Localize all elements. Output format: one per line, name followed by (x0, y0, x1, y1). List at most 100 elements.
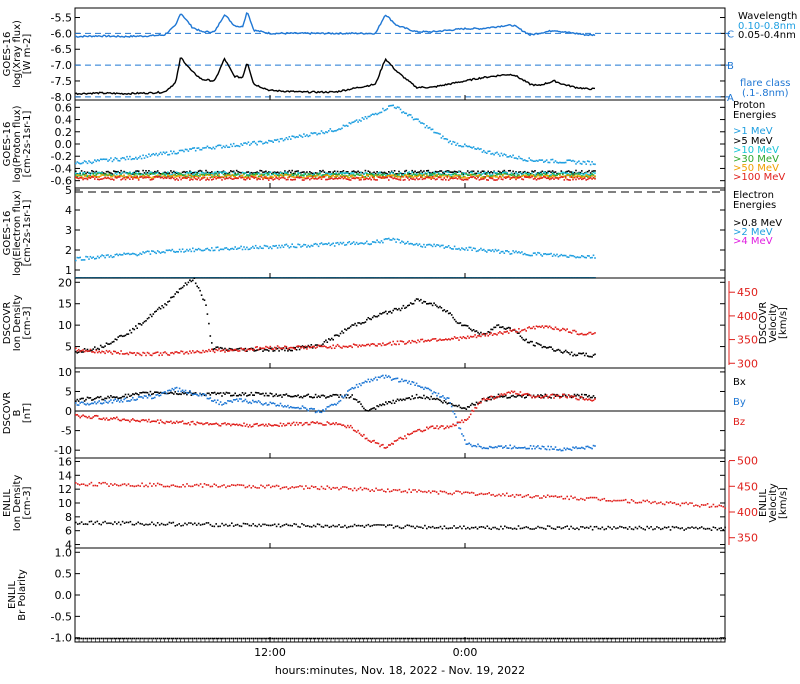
data-point (262, 179, 264, 181)
data-point (88, 397, 90, 399)
data-point (366, 344, 368, 346)
data-point (287, 350, 289, 352)
data-point (303, 407, 305, 409)
data-point (525, 330, 527, 332)
data-point (151, 522, 153, 524)
data-point (482, 448, 484, 450)
data-point (505, 445, 507, 447)
data-point (182, 392, 184, 394)
data-point (506, 172, 508, 174)
data-point (319, 173, 321, 175)
y-tick-label: 6 (65, 525, 72, 538)
data-point (508, 251, 510, 253)
data-point (115, 338, 117, 340)
data-point (234, 424, 236, 426)
data-point (460, 175, 462, 177)
data-point (435, 427, 437, 429)
data-point (577, 448, 579, 450)
data-point (545, 448, 547, 450)
data-point (139, 253, 141, 255)
data-point (189, 148, 191, 150)
data-point (485, 335, 487, 337)
data-point (101, 346, 103, 348)
data-point (378, 113, 380, 115)
data-point (173, 522, 175, 524)
data-point (458, 248, 460, 250)
data-point (210, 172, 212, 174)
data-point (332, 525, 334, 527)
data-point (338, 335, 340, 337)
data-point (321, 526, 323, 528)
data-point (208, 424, 210, 426)
data-point (411, 117, 413, 119)
y-axis-label-line: [cm-3] (22, 486, 33, 519)
data-point (559, 173, 561, 175)
data-point (572, 175, 574, 177)
data-point (581, 396, 583, 398)
data-point (166, 151, 168, 153)
data-point (490, 153, 492, 155)
data-point (428, 388, 430, 390)
data-point (248, 426, 250, 428)
data-point (299, 176, 301, 178)
data-point (253, 401, 255, 403)
data-point (191, 251, 193, 253)
data-point (246, 178, 248, 180)
data-point (185, 282, 187, 284)
data-point (131, 419, 133, 421)
data-point (449, 402, 451, 404)
data-point (303, 179, 305, 181)
panel-frame (75, 188, 725, 278)
data-point (585, 174, 587, 176)
data-point (186, 284, 188, 286)
data-point (349, 427, 351, 429)
data-point (330, 346, 332, 348)
data-point (549, 177, 551, 179)
data-point (316, 178, 318, 180)
data-point (204, 249, 206, 251)
data-point (387, 238, 389, 240)
data-point (452, 411, 454, 413)
data-point (485, 399, 487, 401)
data-point (518, 251, 520, 253)
data-point (265, 176, 267, 178)
data-point (540, 174, 542, 176)
data-point (147, 421, 149, 423)
data-point (138, 254, 140, 256)
data-point (539, 178, 541, 180)
data-point (464, 407, 466, 409)
data-point (574, 330, 576, 332)
data-point (520, 158, 522, 160)
data-point (368, 344, 370, 346)
data-point (115, 397, 117, 399)
data-point (150, 253, 152, 255)
data-point (249, 424, 251, 426)
data-point (180, 391, 182, 393)
data-point (256, 402, 258, 404)
data-point (183, 285, 185, 287)
data-point (406, 380, 408, 382)
data-point (126, 173, 128, 175)
data-point (291, 350, 293, 352)
data-point (584, 394, 586, 396)
data-point (398, 400, 400, 402)
data-point (297, 424, 299, 426)
data-point (319, 396, 321, 398)
y-tick-label: 5 (65, 385, 72, 398)
data-point (223, 392, 225, 394)
data-point (502, 394, 504, 396)
data-point (583, 447, 585, 449)
data-point (353, 170, 355, 172)
data-point (496, 447, 498, 449)
data-point (540, 177, 542, 179)
data-point (230, 395, 232, 397)
data-point (194, 277, 196, 279)
data-point (274, 347, 276, 349)
data-point (391, 105, 393, 107)
data-point (236, 174, 238, 176)
data-point (372, 408, 374, 410)
data-point (468, 406, 470, 408)
data-point (134, 177, 136, 179)
data-point (451, 314, 453, 316)
data-point (552, 348, 554, 350)
